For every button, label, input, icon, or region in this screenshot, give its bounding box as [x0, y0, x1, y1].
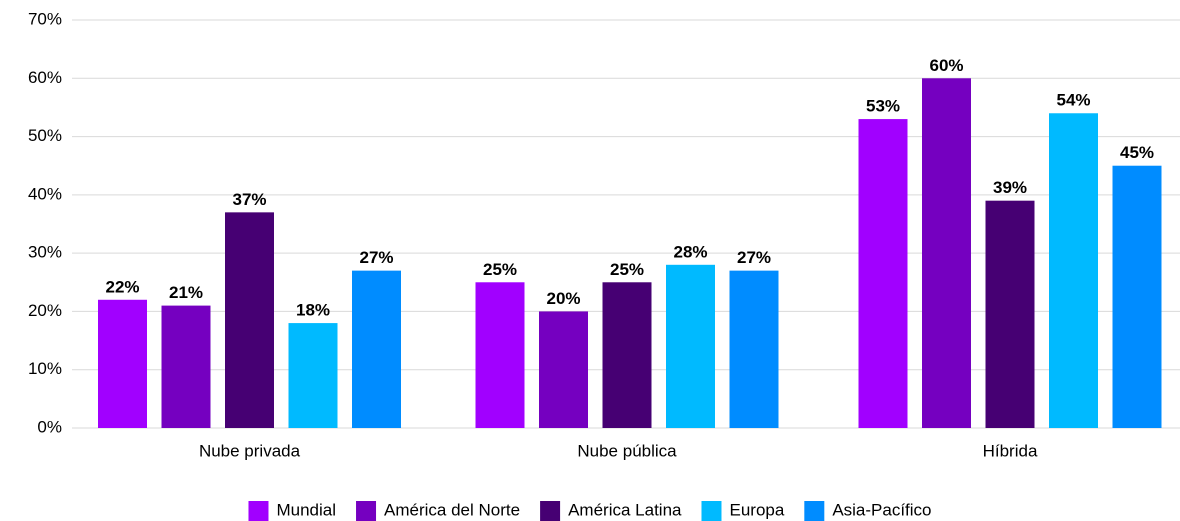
- value-label: 45%: [1120, 143, 1154, 162]
- bar: [985, 200, 1035, 428]
- bar: [288, 323, 338, 428]
- value-label: 20%: [546, 289, 580, 308]
- bar: [475, 282, 525, 428]
- value-label: 21%: [169, 283, 203, 302]
- legend-swatch: [701, 501, 722, 521]
- value-label: 18%: [296, 301, 330, 320]
- value-label: 27%: [737, 248, 771, 267]
- value-label: 53%: [866, 97, 900, 116]
- bar: [98, 299, 147, 428]
- legend-label: América Latina: [568, 500, 682, 519]
- value-label: 25%: [610, 260, 644, 279]
- value-label: 22%: [105, 277, 139, 296]
- bar: [539, 311, 588, 428]
- y-tick-label: 30%: [28, 243, 62, 262]
- x-tick-label: Nube privada: [199, 441, 301, 460]
- bar: [666, 264, 715, 428]
- bar: [225, 212, 274, 428]
- bar: [352, 270, 401, 428]
- value-label: 60%: [929, 56, 963, 75]
- y-tick-label: 50%: [28, 126, 62, 145]
- y-tick-label: 20%: [28, 301, 62, 320]
- legend-label: Europa: [729, 500, 784, 519]
- legend-label: Asia-Pacífico: [832, 500, 931, 519]
- value-label: 37%: [232, 190, 266, 209]
- bar: [602, 282, 652, 428]
- legend-label: Mundial: [276, 500, 336, 519]
- y-tick-label: 70%: [28, 9, 62, 28]
- x-tick-label: Nube pública: [577, 441, 677, 460]
- y-tick-label: 10%: [28, 359, 62, 378]
- bar: [922, 78, 971, 429]
- value-label: 25%: [483, 260, 517, 279]
- legend-swatch: [804, 501, 825, 521]
- bar: [1112, 165, 1162, 428]
- legend-label: América del Norte: [384, 500, 520, 519]
- value-label: 27%: [359, 248, 393, 267]
- legend-swatch: [540, 501, 561, 521]
- y-tick-label: 40%: [28, 184, 62, 203]
- bar: [858, 119, 908, 428]
- x-tick-label: Híbrida: [983, 441, 1038, 460]
- bar: [1049, 113, 1098, 428]
- value-label: 54%: [1056, 91, 1090, 110]
- legend-swatch: [356, 501, 377, 521]
- y-tick-label: 0%: [37, 417, 62, 436]
- value-label: 39%: [993, 178, 1027, 197]
- y-tick-label: 60%: [28, 68, 62, 87]
- value-label: 28%: [673, 242, 707, 261]
- bar: [729, 270, 779, 428]
- bar: [161, 305, 211, 428]
- legend-swatch: [248, 501, 269, 521]
